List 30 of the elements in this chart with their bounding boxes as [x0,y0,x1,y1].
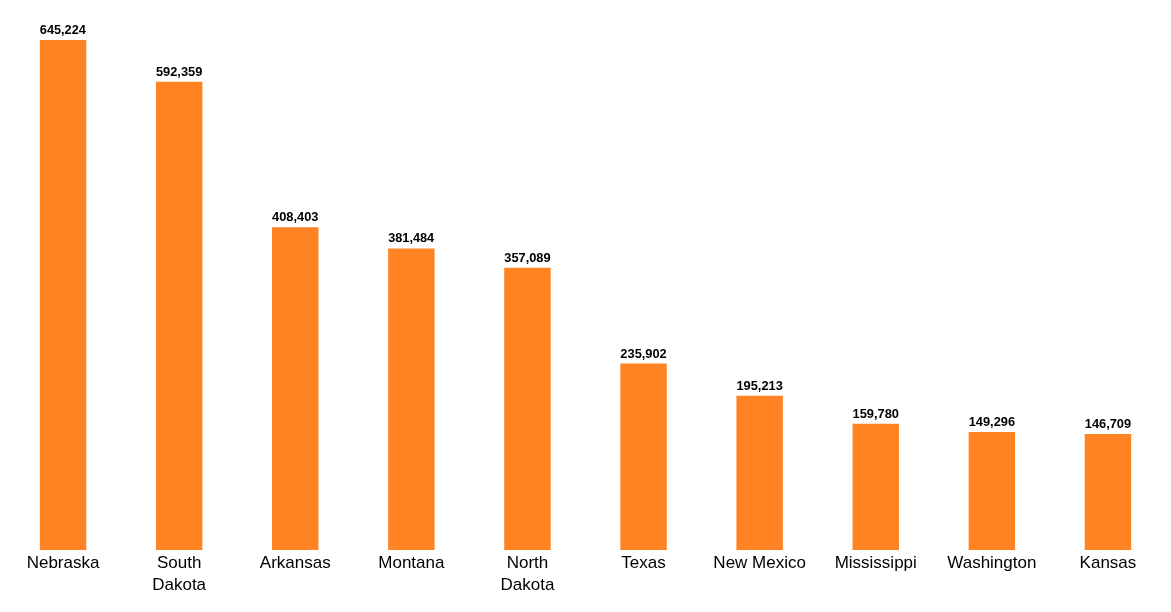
x-tick-label: Montana [378,553,445,572]
bar [155,81,203,550]
x-tick-label: Texas [621,553,666,572]
x-tick-label: North Dakota [500,553,555,595]
data-label: 235,902 [620,345,667,361]
x-tick-label: South Dakota [152,553,207,595]
data-label: 195,213 [736,377,783,393]
bar [968,431,1016,550]
x-tick-label: Washington [947,553,1037,572]
data-label: 645,224 [39,22,86,37]
bar [1084,434,1132,550]
bar [272,227,319,550]
data-label: 146,709 [1084,416,1132,432]
data-label: 592,359 [155,63,203,79]
data-label: 159,780 [852,405,899,421]
x-tick-label: Kansas [1079,553,1137,572]
data-label: 408,403 [272,209,319,225]
bar [388,248,435,550]
data-label: 149,296 [968,413,1016,429]
bar [504,267,551,550]
data-label: 357,089 [504,249,551,265]
x-tick-label: Arkansas [259,553,331,572]
x-tick-label: Mississippi [834,553,917,572]
bar [736,395,783,550]
bar [620,363,667,550]
bar [852,423,899,550]
x-tick-label: Nebraska [26,553,100,572]
data-label: 381,484 [388,230,435,246]
x-tick-label: New Mexico [713,553,806,572]
bar [39,40,87,550]
